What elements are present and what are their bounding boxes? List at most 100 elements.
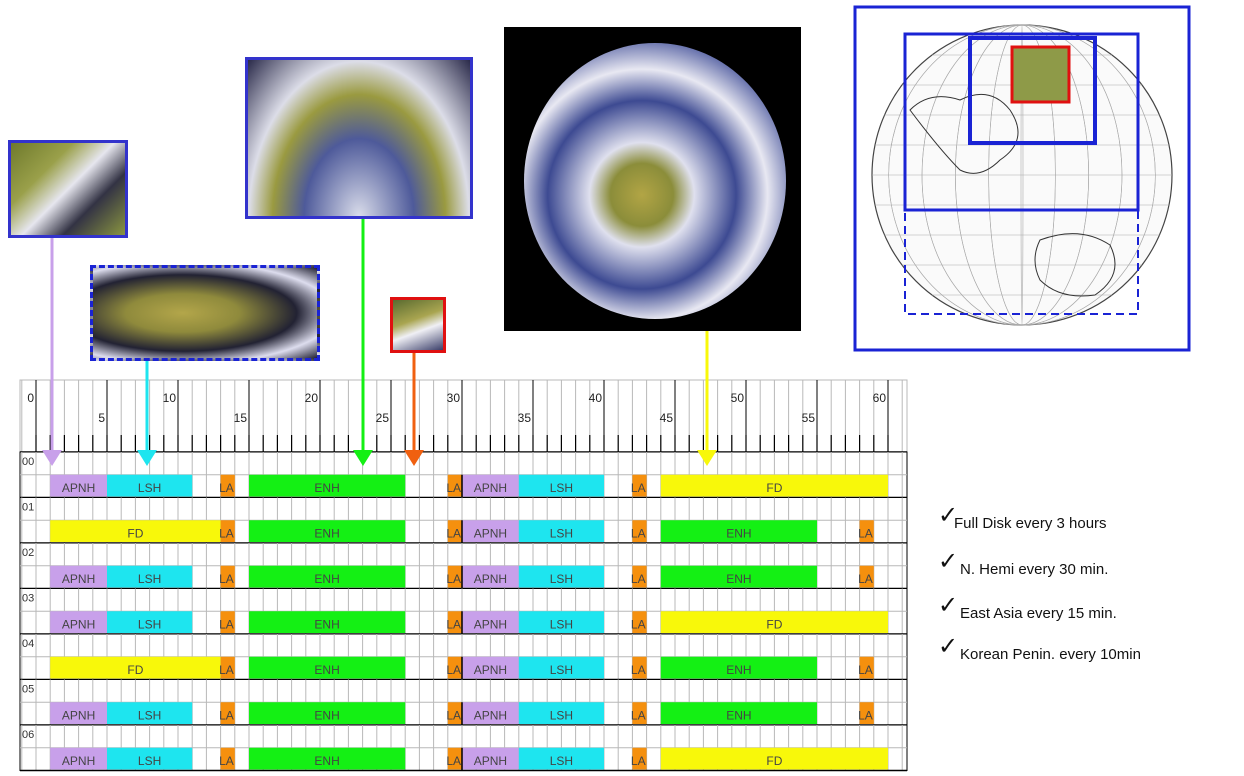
schedule-block-label: LA bbox=[219, 617, 234, 631]
schedule-block-apnh bbox=[462, 520, 519, 542]
schedule-block-fd bbox=[660, 747, 888, 770]
schedule-block-lsh bbox=[107, 702, 193, 724]
full-disk-image bbox=[504, 27, 801, 331]
tick-label: 45 bbox=[660, 411, 674, 425]
schedule-block-label: ENH bbox=[314, 481, 339, 495]
tick-label: 25 bbox=[376, 411, 390, 425]
schedule-block-label: ENH bbox=[726, 526, 751, 540]
check-icon: ✓ bbox=[938, 547, 959, 575]
schedule-block-fd bbox=[660, 474, 888, 497]
schedule-block-label: LA bbox=[446, 708, 461, 722]
schedule-block-label: ENH bbox=[314, 708, 339, 722]
schedule-block-label: LA bbox=[858, 708, 873, 722]
schedule-block-label: LSH bbox=[550, 754, 573, 768]
schedule-block-la bbox=[220, 565, 235, 588]
schedule-block-enh bbox=[249, 747, 406, 770]
schedule-block-label: APNH bbox=[474, 754, 507, 768]
schedule-block-lsh bbox=[107, 747, 193, 770]
schedule-block-label: LSH bbox=[138, 572, 161, 586]
schedule-block-label: APNH bbox=[474, 663, 507, 677]
schedule-block-fd bbox=[50, 656, 221, 679]
schedule-block-fd bbox=[660, 611, 888, 633]
tick-label: 35 bbox=[518, 411, 532, 425]
schedule-block-label: FD bbox=[766, 481, 782, 495]
korean-peninsula-box bbox=[1010, 45, 1071, 104]
schedule-block-label: LA bbox=[631, 617, 646, 631]
schedule-block-enh bbox=[660, 702, 817, 724]
north-hemisphere-box bbox=[903, 32, 1140, 212]
schedule-block-la bbox=[632, 474, 647, 497]
schedule-block-lsh bbox=[518, 474, 604, 497]
schedule-block-enh bbox=[660, 565, 817, 588]
schedule-block-label: APNH bbox=[474, 481, 507, 495]
arrow-la-head bbox=[404, 450, 424, 466]
east-asia-enh-thumbnail bbox=[245, 57, 473, 219]
schedule-block-enh bbox=[249, 520, 406, 542]
hour-label: 05 bbox=[22, 684, 34, 696]
connector-arrows bbox=[42, 219, 717, 466]
schedule-block-label: LA bbox=[446, 617, 461, 631]
schedule-block-apnh bbox=[50, 565, 107, 588]
schedule-block-label: LA bbox=[219, 481, 234, 495]
schedule-block-la bbox=[447, 747, 462, 770]
schedule-block-label: LSH bbox=[550, 526, 573, 540]
schedule-block-label: APNH bbox=[62, 617, 95, 631]
hour-label: 06 bbox=[22, 729, 34, 741]
schedule-block-label: LA bbox=[219, 754, 234, 768]
arrow-lsh-head bbox=[137, 450, 157, 466]
schedule-block-enh bbox=[660, 656, 817, 679]
hour-label: 02 bbox=[22, 547, 34, 559]
schedule-block-label: LSH bbox=[138, 708, 161, 722]
schedule-block-lsh bbox=[518, 565, 604, 588]
schedule-block-label: APNH bbox=[474, 526, 507, 540]
schedule-block-apnh bbox=[462, 702, 519, 724]
coverage-map bbox=[853, 5, 1191, 352]
schedule-block-label: ENH bbox=[314, 572, 339, 586]
schedule-block-label: ENH bbox=[726, 663, 751, 677]
schedule-block-la bbox=[859, 656, 874, 679]
tick-label: 0 bbox=[27, 391, 34, 405]
schedule-block-label: LA bbox=[631, 663, 646, 677]
schedule-block-apnh bbox=[50, 747, 107, 770]
asia-coastline bbox=[909, 93, 1019, 174]
schedule-block-label: LA bbox=[631, 708, 646, 722]
schedule-block-la bbox=[632, 747, 647, 770]
schedule-block-label: LSH bbox=[550, 481, 573, 495]
schedule-block-la bbox=[447, 702, 462, 724]
check-icon: ✓ bbox=[938, 591, 959, 619]
schedule-block-enh bbox=[249, 611, 406, 633]
schedule-block-label: APNH bbox=[62, 572, 95, 586]
schedule-block-label: APNH bbox=[62, 481, 95, 495]
hour-label: 03 bbox=[22, 593, 34, 605]
arrow-enh-head bbox=[353, 450, 373, 466]
schedule-block-apnh bbox=[462, 565, 519, 588]
schedule-block-label: ENH bbox=[726, 572, 751, 586]
schedule-block-lsh bbox=[518, 656, 604, 679]
schedule-block-lsh bbox=[518, 520, 604, 542]
legend-label: East Asia every 15 min. bbox=[960, 605, 1117, 622]
schedule-block-label: APNH bbox=[474, 617, 507, 631]
schedule-block-la bbox=[859, 565, 874, 588]
schedule-block-la bbox=[220, 474, 235, 497]
schedule-block-apnh bbox=[462, 656, 519, 679]
southern-hemisphere-thumbnail bbox=[90, 265, 320, 361]
schedule-block-la bbox=[859, 702, 874, 724]
schedule-block-label: LA bbox=[858, 526, 873, 540]
schedule-block-label: LA bbox=[858, 663, 873, 677]
schedule-block-label: LSH bbox=[550, 708, 573, 722]
schedule-block-label: LA bbox=[446, 481, 461, 495]
legend-label: N. Hemi every 30 min. bbox=[960, 561, 1109, 578]
schedule-block-label: ENH bbox=[314, 754, 339, 768]
schedule-block-apnh bbox=[50, 474, 107, 497]
schedule-block-la bbox=[220, 747, 235, 770]
schedule-block-lsh bbox=[107, 474, 193, 497]
tick-label: 10 bbox=[163, 391, 177, 405]
schedule-block-label: LA bbox=[631, 572, 646, 586]
schedule-block-label: LA bbox=[219, 708, 234, 722]
schedule-block-label: FD bbox=[127, 526, 143, 540]
schedule-block-lsh bbox=[518, 747, 604, 770]
schedule-block-label: LA bbox=[446, 663, 461, 677]
schedule-block-la bbox=[632, 656, 647, 679]
schedule-block-la bbox=[632, 702, 647, 724]
